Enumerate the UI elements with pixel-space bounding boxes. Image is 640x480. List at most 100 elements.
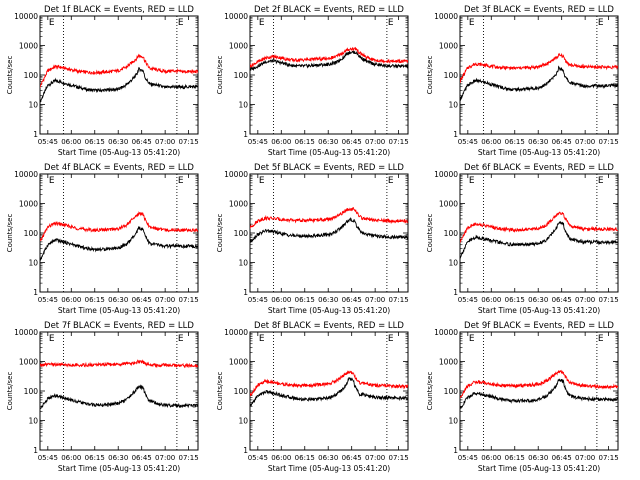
x-tick-label: 05:45 — [38, 138, 58, 146]
x-axis-label: Start Time (05-Aug-13 05:41:20) — [268, 306, 390, 315]
plot-frame — [459, 173, 619, 293]
x-tick-label: 05:45 — [38, 454, 58, 462]
x-tick-label: 06:15 — [295, 138, 315, 146]
y-tick-label: 1000 — [19, 200, 38, 209]
y-tick-label: 100 — [234, 229, 249, 238]
x-tick-label: 06:30 — [528, 454, 548, 462]
x-tick-label: 06:15 — [295, 296, 315, 304]
e-marker: E — [598, 18, 604, 28]
e-marker: E — [598, 334, 604, 344]
plot-frame — [249, 331, 409, 451]
e-marker: E — [178, 18, 184, 28]
panel-det-9: Det 9f BLACK = Events, RED = LLD Counts/s… — [426, 321, 619, 473]
y-tick-label: 1000 — [229, 42, 248, 51]
y-tick-label: 1000 — [439, 358, 458, 367]
e-marker: E — [49, 176, 55, 186]
x-tick-label: 07:00 — [155, 454, 175, 462]
y-tick-label: 1000 — [19, 42, 38, 51]
x-tick-label: 07:15 — [389, 454, 409, 462]
y-tick-label: 100 — [444, 387, 459, 396]
x-tick-label: 06:15 — [85, 454, 105, 462]
panel-det-3: Det 3f BLACK = Events, RED = LLD Counts/s… — [426, 5, 619, 157]
x-tick-label: 07:15 — [389, 296, 409, 304]
x-tick-label: 05:45 — [38, 296, 58, 304]
x-tick-label: 07:00 — [365, 454, 385, 462]
y-tick-label: 10000 — [224, 170, 248, 179]
x-axis-label: Start Time (05-Aug-13 05:41:20) — [58, 148, 180, 157]
y-tick-label: 10 — [238, 101, 248, 110]
x-tick-label: 07:15 — [389, 138, 409, 146]
x-tick-label: 05:45 — [248, 454, 268, 462]
x-tick-label: 07:15 — [179, 138, 199, 146]
y-tick-label: 100 — [24, 229, 39, 238]
panel-title: Det 2f BLACK = Events, RED = LLD — [254, 5, 404, 15]
e-marker: E — [259, 334, 265, 344]
lld-series-line — [40, 210, 198, 242]
x-tick-label: 06:00 — [481, 138, 501, 146]
y-axis-label: Counts/sec — [426, 56, 434, 95]
x-tick-label: 06:45 — [132, 454, 152, 462]
panel-det-4: Det 4f BLACK = Events, RED = LLD Counts/s… — [6, 163, 199, 315]
x-tick-label: 06:15 — [505, 138, 525, 146]
events-series-line — [40, 226, 198, 262]
y-tick-label: 10 — [28, 259, 38, 268]
x-tick-label: 07:15 — [599, 296, 619, 304]
e-marker: E — [178, 334, 184, 344]
x-axis-label: Start Time (05-Aug-13 05:41:20) — [58, 464, 180, 473]
x-tick-label: 06:30 — [108, 454, 128, 462]
y-tick-label: 10 — [448, 259, 458, 268]
y-tick-label: 1 — [33, 288, 38, 297]
y-tick-label: 100 — [24, 387, 39, 396]
x-tick-label: 06:30 — [108, 138, 128, 146]
plot-frame — [39, 173, 199, 293]
y-tick-label: 1000 — [439, 42, 458, 51]
y-axis-label: Counts/sec — [426, 214, 434, 253]
e-marker: E — [259, 176, 265, 186]
y-tick-label: 1 — [33, 130, 38, 139]
x-tick-label: 06:00 — [481, 454, 501, 462]
y-tick-label: 1000 — [229, 358, 248, 367]
x-tick-label: 07:00 — [365, 138, 385, 146]
x-tick-label: 07:00 — [575, 138, 595, 146]
x-tick-label: 06:45 — [132, 138, 152, 146]
y-tick-label: 1000 — [19, 358, 38, 367]
x-tick-label: 06:30 — [318, 138, 338, 146]
x-tick-label: 06:45 — [552, 454, 572, 462]
x-tick-label: 06:45 — [342, 296, 362, 304]
lld-series-line — [460, 211, 618, 244]
x-tick-label: 05:45 — [458, 138, 478, 146]
y-tick-label: 1 — [453, 130, 458, 139]
y-tick-label: 100 — [234, 387, 249, 396]
y-tick-label: 10000 — [14, 170, 38, 179]
y-tick-label: 1 — [243, 446, 248, 455]
x-tick-label: 06:45 — [342, 454, 362, 462]
y-tick-label: 10 — [28, 417, 38, 426]
y-tick-label: 1 — [243, 130, 248, 139]
e-marker: E — [49, 18, 55, 28]
panel-det-1: Det 1f BLACK = Events, RED = LLD Counts/s… — [6, 5, 199, 157]
y-tick-label: 10000 — [434, 170, 458, 179]
panel-title: Det 1f BLACK = Events, RED = LLD — [44, 5, 194, 15]
x-tick-label: 07:00 — [155, 138, 175, 146]
y-axis-label: Counts/sec — [216, 56, 224, 95]
y-axis-label: Counts/sec — [6, 372, 14, 411]
x-tick-label: 06:00 — [271, 296, 291, 304]
x-tick-label: 06:45 — [552, 296, 572, 304]
lld-series-line — [40, 53, 198, 88]
plot-frame — [249, 15, 409, 135]
x-axis-label: Start Time (05-Aug-13 05:41:20) — [478, 464, 600, 473]
events-series-line — [250, 50, 408, 72]
e-marker: E — [49, 334, 55, 344]
plot-frame — [459, 331, 619, 451]
lld-series-line — [250, 207, 408, 229]
y-tick-label: 10000 — [224, 12, 248, 21]
panel-title: Det 9f BLACK = Events, RED = LLD — [464, 321, 614, 331]
x-tick-label: 06:30 — [528, 296, 548, 304]
lld-series-line — [40, 359, 198, 369]
panel-det-7: Det 7f BLACK = Events, RED = LLD Counts/s… — [6, 321, 199, 473]
panel-title: Det 4f BLACK = Events, RED = LLD — [44, 163, 194, 173]
y-tick-label: 1 — [243, 288, 248, 297]
panel-title: Det 8f BLACK = Events, RED = LLD — [254, 321, 404, 331]
e-marker: E — [598, 176, 604, 186]
